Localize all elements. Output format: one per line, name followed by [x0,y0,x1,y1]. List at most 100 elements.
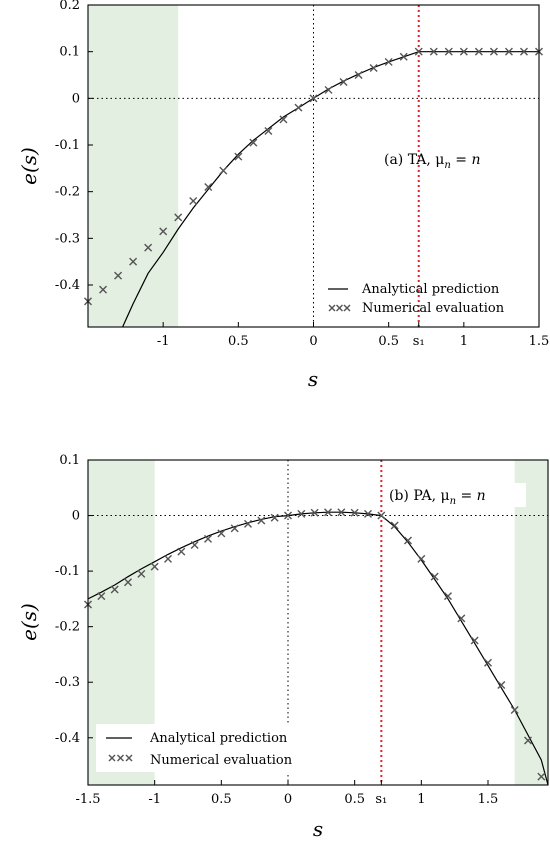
numerical-point [390,521,399,530]
marker-stroke [144,243,153,252]
marker-stroke [137,569,146,578]
y-tick-label: -0.4 [55,731,80,746]
marker-stroke [124,578,132,587]
numerical-point [190,541,199,549]
ticks: -1 0.5 0 0.5 s₁ 1 1.5 0.2 0.1 0 -0.1 -0.2 -0.3 -0.4 [55,0,549,349]
x-axis-label: s [313,817,323,841]
marker-stroke [417,554,426,563]
marker-stroke [257,516,266,525]
marker-stroke [414,47,423,56]
legend-label: Analytical prediction [361,282,500,297]
legend-marker-swatch [328,304,351,312]
numerical-point [270,513,279,522]
legend-marker [125,754,133,762]
numerical-point [234,152,243,161]
numerical-point [339,78,348,86]
y-tick-label: -0.1 [55,138,80,153]
numerical-point [150,562,159,571]
marker-stroke [350,508,359,517]
numerical-point [429,47,438,56]
marker-stroke [404,536,412,545]
x-tick-label: 0 [309,334,317,349]
x-tick-label: 0.5 [228,334,249,349]
marker-stroke [204,183,213,191]
x-tick-label: 1.5 [529,334,550,349]
x-tick-label: -1 [148,792,161,807]
marker-stroke [519,47,528,56]
marker-stroke [234,152,243,161]
marker-stroke [150,562,159,571]
numerical-point [219,166,228,175]
marker-stroke [125,754,133,762]
marker-stroke [504,47,513,56]
numerical-point [230,524,239,533]
numerical-point [399,52,408,61]
marker-stroke [97,592,106,601]
marker-stroke [484,658,492,667]
marker-stroke [117,754,124,762]
numerical-point [114,271,123,280]
numerical-point [510,706,519,714]
marker-stroke [343,304,351,312]
x-tick-label: -1.5 [75,792,100,807]
numerical-point [364,509,372,518]
numerical-point [350,508,359,517]
marker-stroke [294,103,303,112]
legend-label: Numerical evaluation [150,753,293,768]
legend-marker [108,754,116,762]
marker-stroke [459,47,468,56]
marker-stroke [190,541,199,549]
legend-marker [328,304,336,312]
y-tick-label: 0.1 [59,453,80,468]
y-tick-label: -0.3 [55,231,80,246]
x-axis-label: s [308,367,318,391]
numerical-point [177,547,186,556]
numerical-point [537,772,546,781]
marker-stroke [297,509,306,518]
numerical-point [444,47,453,56]
numerical-point [294,103,303,112]
panel-label-main: (b) PA, μ [389,488,450,504]
numerical-point [337,508,346,517]
y-tick-label: 0 [72,509,80,524]
numerical-point [497,681,506,689]
y-tick-label: 0.1 [59,45,80,60]
numerical-point [459,47,468,56]
numerical-point [404,536,412,545]
numerical-point [284,511,292,520]
marker-stroke [390,521,399,530]
marker-stroke [174,213,183,222]
plot-frame [87,4,540,328]
marker-stroke [108,754,116,762]
x-tick-label: -1 [157,334,170,349]
marker-stroke [489,47,498,56]
numerical-point [279,115,288,124]
x-tick-label: s₁ [413,334,425,349]
panel-label-main: (a) TA, μ [384,152,444,168]
marker-stroke [524,736,532,745]
legend-box [96,724,341,772]
marker-stroke [339,78,348,86]
numerical-point [174,213,183,222]
numerical-point [310,508,319,517]
analytical-curve [87,511,549,786]
legend-marker [343,304,351,312]
numerical-point [444,592,452,601]
marker-stroke [497,681,506,689]
numerical-point [369,64,378,72]
marker-stroke [429,47,438,56]
marker-stroke [457,614,466,623]
marker-stroke [129,257,138,266]
numerical-point [484,658,492,667]
numerical-point [204,534,212,543]
numerical-point [457,614,466,623]
y-tick-label: -0.2 [55,185,80,200]
numerical-point [524,736,532,745]
marker-stroke [369,64,378,72]
marker-stroke [324,85,333,94]
marker-stroke [537,772,546,781]
numerical-point [489,47,498,56]
shaded-region [514,460,548,785]
marker-stroke [337,508,346,517]
panel-label-tail: = n [451,152,481,168]
